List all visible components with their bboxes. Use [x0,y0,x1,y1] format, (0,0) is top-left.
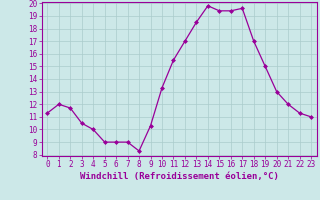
X-axis label: Windchill (Refroidissement éolien,°C): Windchill (Refroidissement éolien,°C) [80,172,279,181]
